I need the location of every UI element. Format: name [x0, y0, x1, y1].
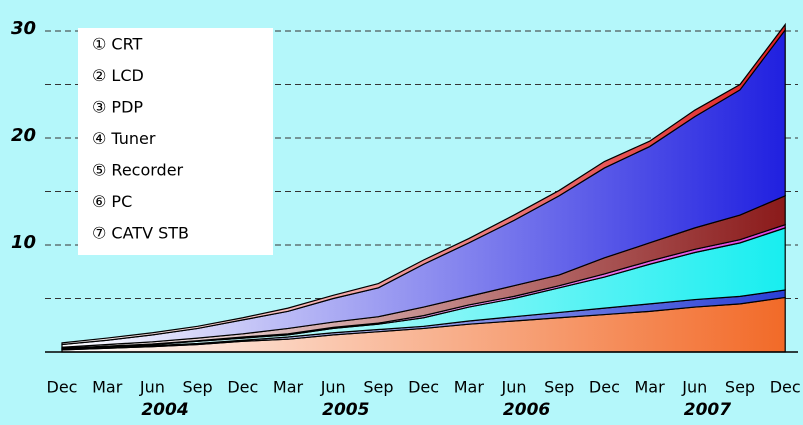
- legend-entry: ⑦ CATV STB: [92, 224, 189, 243]
- x-tick-label: Dec: [408, 378, 439, 397]
- legend-entry: ② LCD: [92, 66, 144, 85]
- x-tick-label: Dec: [770, 378, 801, 397]
- x-tick-label: Mar: [454, 378, 485, 397]
- x-tick-label: Mar: [635, 378, 666, 397]
- x-tick-label: Sep: [363, 378, 393, 397]
- x-tick-label: Mar: [92, 378, 123, 397]
- y-tick-label: 20: [11, 125, 36, 146]
- x-tick-label: Sep: [544, 378, 574, 397]
- y-tick-label: 10: [11, 232, 36, 253]
- area: [61, 22, 786, 346]
- x-tick-label: Dec: [589, 378, 620, 397]
- x-tick-label: Mar: [273, 378, 304, 397]
- legend-entry: ① CRT: [92, 35, 143, 54]
- x-tick-label: Sep: [183, 378, 213, 397]
- legend-entry: ④ Tuner: [92, 129, 156, 148]
- x-tick-label: Dec: [47, 378, 78, 397]
- year-label: 2006: [503, 400, 550, 420]
- year-label: 2005: [322, 400, 369, 420]
- x-tick-label: Jun: [501, 378, 527, 397]
- legend-entry: ⑤ Recorder: [92, 161, 184, 180]
- x-tick-label: Jun: [681, 378, 707, 397]
- legend-entry: ③ PDP: [92, 98, 143, 117]
- year-label: 2007: [684, 400, 731, 420]
- legend-entry: ⑥ PC: [92, 192, 132, 211]
- x-tick-label: Dec: [227, 378, 258, 397]
- year-label: 2004: [141, 400, 188, 420]
- x-tick-label: Jun: [139, 378, 165, 397]
- x-tick-label: Jun: [320, 378, 346, 397]
- y-tick-label: 30: [11, 18, 36, 39]
- x-tick-label: Sep: [725, 378, 755, 397]
- legend: [78, 28, 273, 255]
